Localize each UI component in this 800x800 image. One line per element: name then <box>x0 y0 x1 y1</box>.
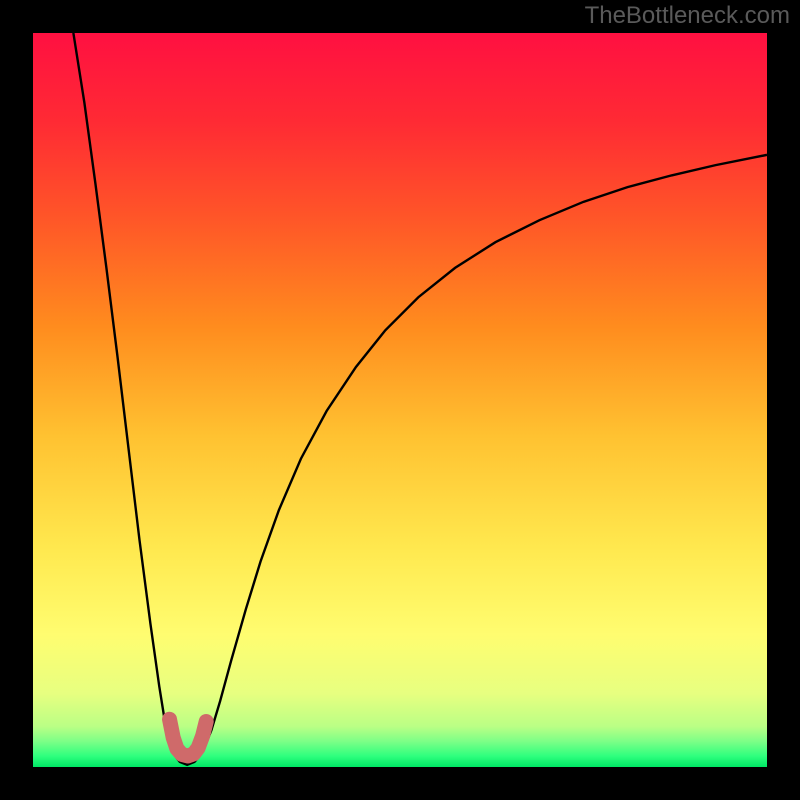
plot-area <box>33 33 767 767</box>
attribution-label: TheBottleneck.com <box>585 2 790 30</box>
chart-frame: TheBottleneck.com <box>0 0 800 800</box>
plot-svg <box>33 33 767 767</box>
gradient-background <box>33 33 767 767</box>
